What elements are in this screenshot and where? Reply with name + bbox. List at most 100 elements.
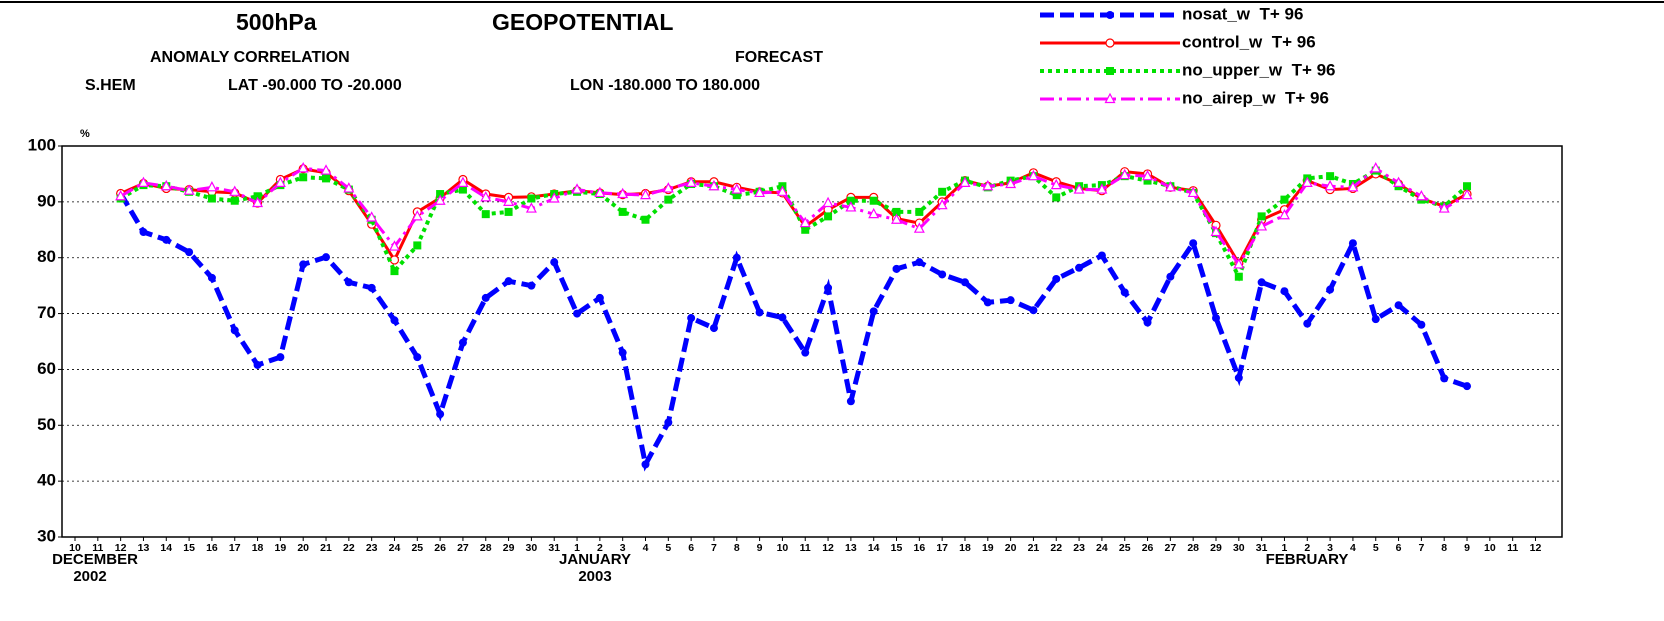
x-tick-label: 1 (574, 542, 580, 554)
series-point (869, 307, 878, 316)
series-point (801, 225, 810, 234)
series-point (229, 185, 241, 196)
x-tick-label: 31 (548, 542, 560, 554)
series-point (618, 207, 627, 216)
x-tick-label: 10 (1484, 542, 1496, 554)
series-point (708, 179, 720, 191)
series-point (1212, 314, 1220, 323)
lon-range: LON -180.000 TO 180.000 (570, 77, 760, 94)
series-point (776, 185, 788, 196)
series-point (869, 196, 878, 205)
x-tick-label: 21 (1028, 542, 1040, 554)
x-tick-label: 23 (1073, 542, 1085, 554)
x-tick-label: 10 (777, 542, 789, 554)
x-tick-label: 22 (343, 542, 355, 554)
series-point (594, 186, 606, 198)
y-tick-label: 70 (37, 303, 56, 322)
series-point (846, 397, 855, 406)
series-point (573, 309, 582, 318)
series-point (1303, 319, 1312, 328)
series-point (548, 192, 560, 203)
series-point (320, 164, 332, 175)
legend-marker (1106, 67, 1114, 75)
series-line (118, 192, 1468, 472)
x-tick-label: 11 (800, 542, 811, 554)
x-tick-label: 7 (711, 542, 717, 554)
series-point (253, 192, 262, 201)
series-point (322, 174, 331, 183)
legend-marker (1106, 11, 1114, 19)
series-point (274, 176, 286, 187)
series-point (367, 283, 376, 292)
series-point (1142, 169, 1154, 181)
series-point (1371, 315, 1380, 324)
series-point (458, 338, 467, 347)
series-point (891, 213, 903, 224)
x-tick-label: 28 (1187, 542, 1199, 554)
x-tick-label: 16 (206, 542, 218, 554)
x-tick-label: 17 (229, 542, 241, 554)
series-point (413, 353, 422, 362)
x-tick-label: 30 (1233, 542, 1245, 554)
x-tick-label: 4 (1350, 542, 1356, 554)
series-point (936, 198, 948, 210)
series-point (824, 283, 833, 292)
series-point (982, 179, 994, 191)
x-tick-label: 30 (526, 542, 538, 554)
series-point (732, 191, 741, 200)
series-point (185, 248, 194, 257)
series-point (915, 258, 924, 267)
y-axis-label: % (80, 128, 90, 140)
x-tick-label: 5 (1373, 542, 1379, 554)
series-point (276, 353, 285, 362)
series-point (617, 187, 629, 199)
chart-title: 500hPa (236, 9, 317, 35)
series-point (503, 195, 515, 206)
series-point (915, 207, 924, 216)
series-point (1347, 181, 1359, 192)
series-point (1393, 176, 1405, 187)
series-point (457, 176, 469, 187)
series-point (618, 348, 627, 357)
series-point (413, 241, 422, 250)
month-label: FEBRUARY (1266, 551, 1349, 568)
y-tick-label: 30 (37, 526, 56, 545)
series-point (1326, 172, 1335, 181)
y-tick-label: 40 (37, 471, 56, 490)
series-point (1143, 176, 1152, 185)
series-point (481, 293, 490, 302)
plot-frame (61, 145, 1563, 538)
series-point (230, 326, 239, 335)
series-point (436, 410, 445, 419)
series-point (1029, 306, 1038, 315)
series-point (685, 176, 697, 187)
month-label: JANUARY (559, 551, 631, 568)
series-point (1234, 373, 1243, 382)
series-point (1027, 169, 1039, 181)
series-point (1278, 208, 1290, 220)
series-point (206, 181, 218, 192)
series-point (1187, 186, 1199, 198)
x-tick-label: 27 (1165, 542, 1177, 554)
series-point (1256, 220, 1268, 231)
legend-label: no_airep_w T+ 96 (1182, 88, 1329, 107)
series-point (1415, 189, 1427, 201)
series-point (687, 314, 696, 323)
region: S.HEM (85, 77, 136, 94)
x-tick-label: 1 (1282, 542, 1288, 554)
series-point (571, 183, 583, 194)
series-point (343, 182, 355, 193)
legend-label: no_upper_w T+ 96 (1182, 60, 1336, 79)
series-point (938, 187, 947, 196)
series-point (434, 194, 446, 205)
series-point (481, 210, 490, 219)
series-point (1440, 374, 1449, 383)
series-point (137, 176, 149, 187)
series-point (527, 281, 536, 290)
series-point (754, 186, 766, 198)
series-point (299, 260, 308, 269)
series-point (1006, 296, 1015, 305)
x-tick-label: 8 (1441, 542, 1447, 554)
series-point (504, 207, 513, 216)
subtitle: ANOMALY CORRELATION (150, 49, 350, 66)
